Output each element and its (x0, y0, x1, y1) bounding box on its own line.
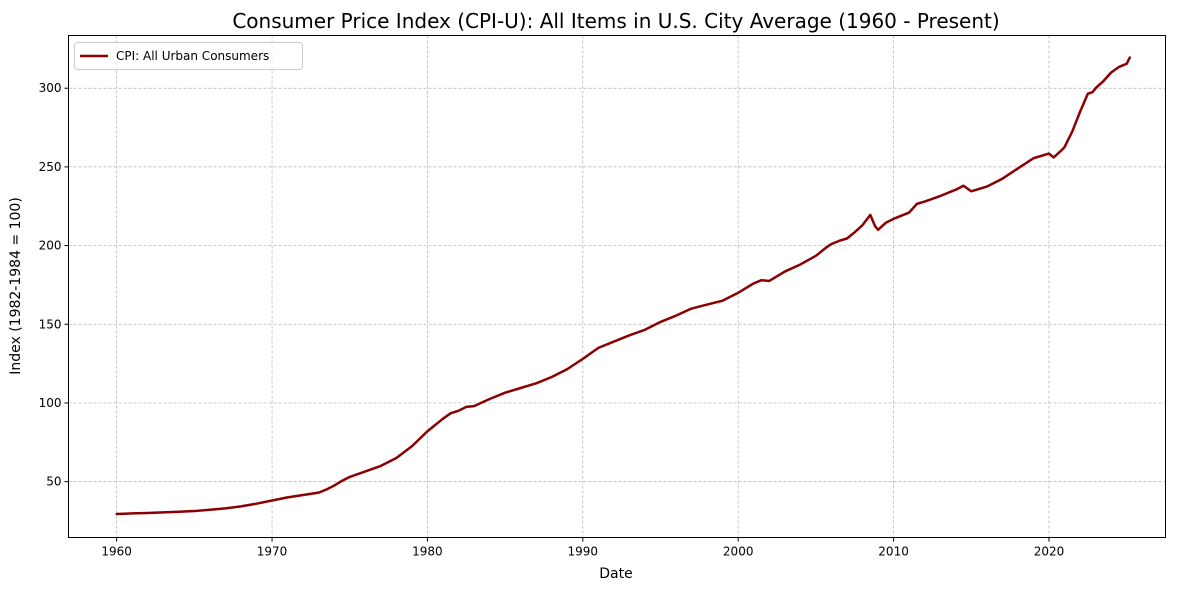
x-tick-label: 2000 (723, 545, 754, 559)
x-axis-label: Date (599, 566, 632, 582)
chart-title: Consumer Price Index (CPI-U): All Items … (232, 9, 999, 33)
grid-lines (68, 35, 1166, 538)
y-axis-label: Index (1982-1984 = 100) (8, 197, 24, 375)
plot-area (115, 56, 1132, 516)
x-tick-label: 2020 (1034, 545, 1065, 559)
legend-box (74, 42, 303, 70)
x-tick-label: 2010 (878, 545, 909, 559)
y-tick-label: 200 (39, 239, 62, 253)
y-tick-label: 250 (39, 160, 62, 174)
y-tick-label: 50 (46, 475, 61, 489)
y-tick-label: 100 (39, 396, 62, 410)
legend: CPI: All Urban Consumers (74, 42, 303, 70)
legend-label: CPI: All Urban Consumers (116, 49, 269, 63)
x-tick-label: 1970 (257, 545, 288, 559)
y-axis-ticks: 50 100 150 200 250 300 (39, 81, 69, 489)
x-tick-label: 1990 (568, 545, 599, 559)
y-tick-label: 300 (39, 81, 62, 95)
y-tick-label: 150 (39, 317, 62, 331)
x-tick-label: 1980 (412, 545, 443, 559)
x-axis-ticks: 1960 1970 1980 1990 2000 2010 2020 (101, 537, 1065, 559)
series-line-cpi (115, 56, 1132, 516)
x-tick-label: 1960 (101, 545, 132, 559)
plot-frame (68, 35, 1166, 538)
